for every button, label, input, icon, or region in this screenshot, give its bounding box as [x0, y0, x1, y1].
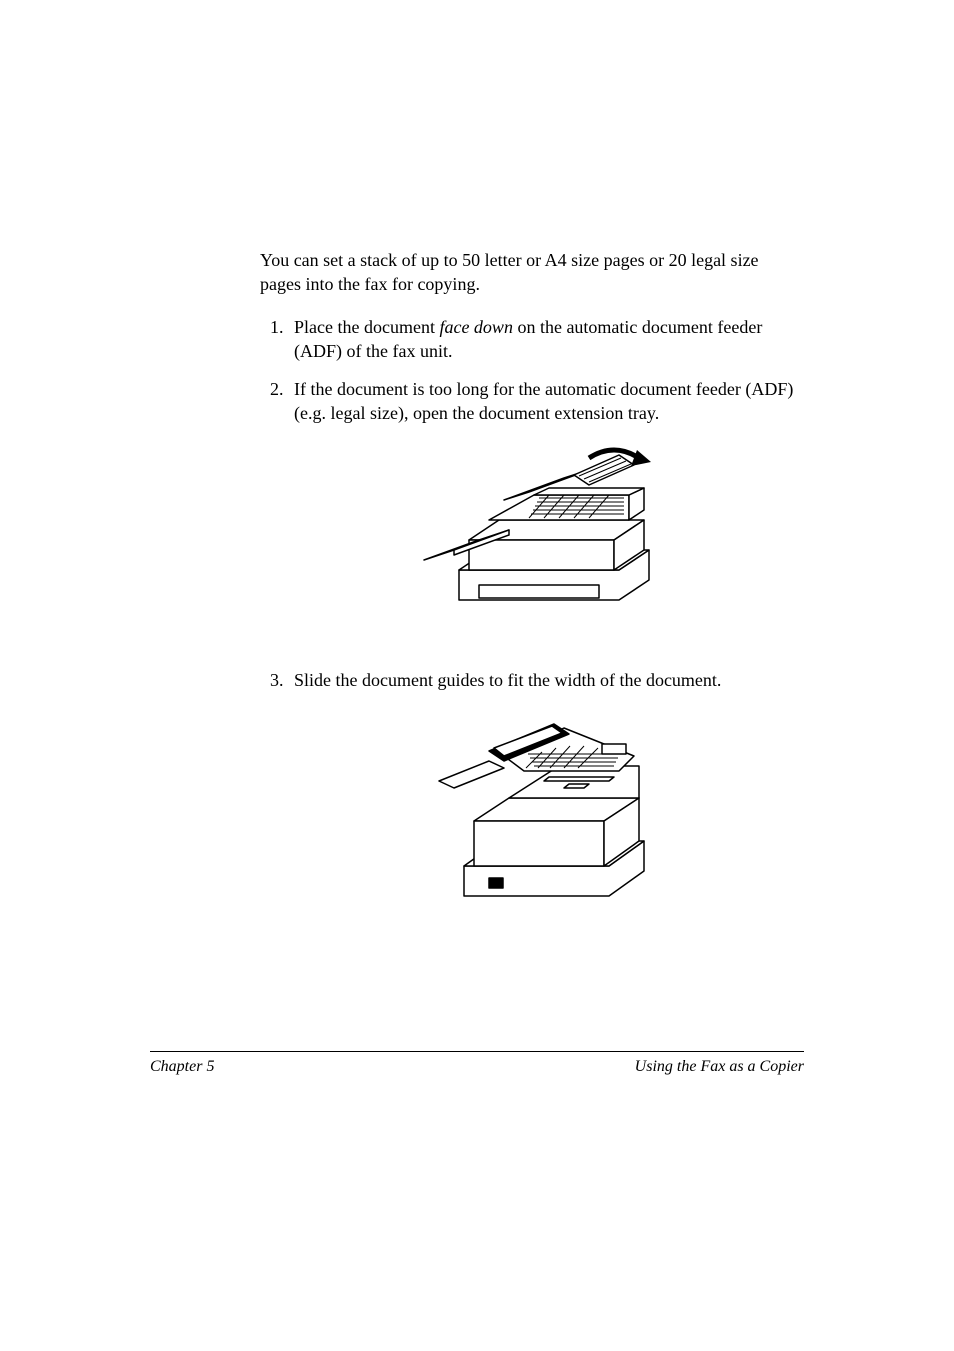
step-3-text: Slide the document guides to fit the wid…: [294, 670, 721, 690]
step-3: Slide the document guides to fit the wid…: [288, 668, 804, 933]
page-footer: Chapter 5 Using the Fax as a Copier: [150, 1051, 804, 1076]
step-1-text-a: Place the document: [294, 317, 439, 337]
steps-list: Place the document face down on the auto…: [260, 315, 804, 933]
footer-chapter: Chapter 5: [150, 1058, 214, 1076]
footer-rule: [150, 1051, 804, 1052]
step-1-emphasis: face down: [439, 317, 513, 337]
printer-extension-tray-illustration: [419, 440, 679, 640]
footer-title: Using the Fax as a Copier: [635, 1058, 804, 1076]
figure-2: [294, 706, 804, 932]
step-2-text: If the document is too long for the auto…: [294, 379, 793, 423]
step-2: If the document is too long for the auto…: [288, 377, 804, 646]
step-1: Place the document face down on the auto…: [288, 315, 804, 364]
printer-document-guides-illustration: [434, 706, 664, 926]
intro-paragraph: You can set a stack of up to 50 letter o…: [260, 248, 804, 297]
document-page: You can set a stack of up to 50 letter o…: [0, 0, 954, 1351]
figure-1: [294, 440, 804, 646]
